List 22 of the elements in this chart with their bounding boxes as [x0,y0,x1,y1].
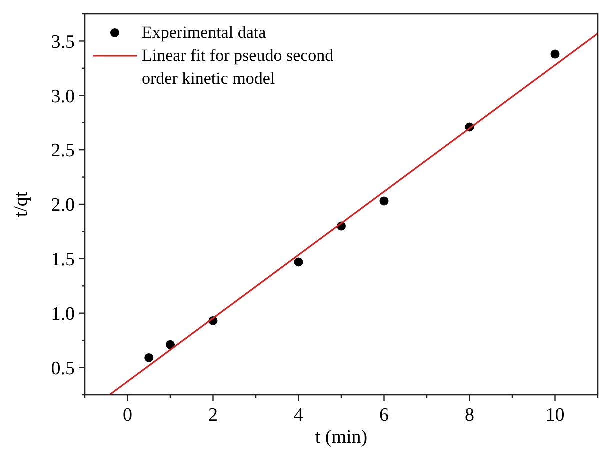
y-tick-label: 2.0 [51,195,75,216]
point [144,353,154,362]
y-tick-label: 3.5 [51,32,75,53]
x-tick-label: 6 [380,405,389,426]
x-tick-label: 2 [208,405,218,426]
x-tick-label: 0 [123,405,132,426]
y-tick-label: 1.0 [51,304,75,326]
x-tick-label: 4 [294,405,304,426]
point [294,258,304,267]
y-tick-label: 1.5 [51,250,75,271]
legend-label: Experimental data [142,23,267,42]
x-tick-label: 8 [465,405,474,426]
point [380,196,389,206]
y-axis-title: t/qt [11,191,32,218]
point [550,50,560,59]
y-tick-label: 2.5 [51,140,75,162]
legend-label: Linear fit for pseudo second order kinetic model [142,46,334,88]
x-tick-label: 10 [546,405,565,426]
x-axis-title: t (min) [315,427,368,448]
point [166,340,175,350]
y-tick-label: 3.0 [51,86,75,108]
y-tick-label: 0.5 [51,358,75,380]
